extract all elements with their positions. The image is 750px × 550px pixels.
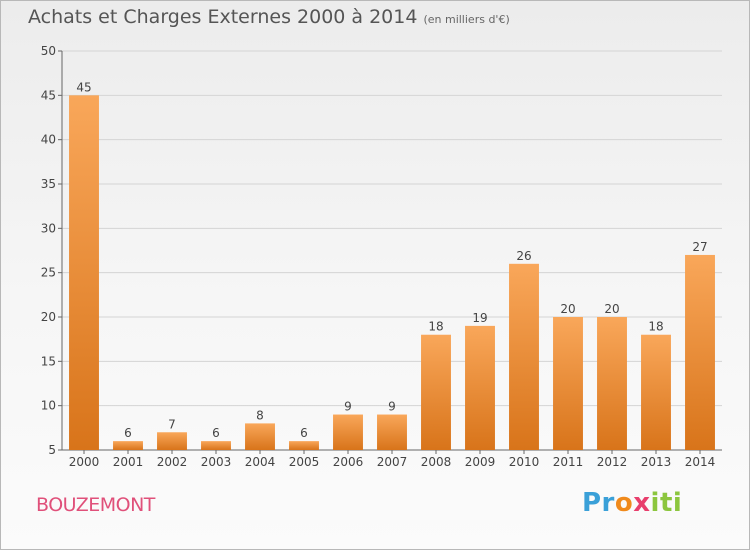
- y-tick-label: 10: [41, 399, 56, 413]
- x-tick-label: 2012: [597, 455, 628, 469]
- bar: [685, 254, 715, 450]
- x-tick-label: 2008: [421, 455, 452, 469]
- x-tick-label: 2006: [333, 455, 364, 469]
- bar: [113, 441, 143, 450]
- bar-value-label: 18: [648, 320, 663, 334]
- bar: [553, 317, 583, 450]
- labels: 5 10 15 20 25 30 35 40 45 50 45 2000 6 2001 7 2002 6 2003…: [41, 44, 716, 469]
- y-tick-label: 25: [41, 266, 56, 280]
- bar-value-label: 19: [472, 311, 487, 325]
- bar-value-label: 6: [124, 426, 132, 440]
- bar: [201, 441, 231, 450]
- y-tick-label: 20: [41, 310, 56, 324]
- logo-part-2: o: [614, 488, 634, 518]
- y-tick-label: 50: [41, 44, 56, 58]
- x-tick-label: 2005: [289, 455, 320, 469]
- bars: [69, 95, 715, 450]
- x-tick-label: 2009: [465, 455, 496, 469]
- bar-value-label: 9: [344, 400, 352, 414]
- bar-value-label: 6: [212, 426, 220, 440]
- proxiti-logo: Proxiti: [582, 488, 682, 518]
- x-tick-label: 2011: [553, 455, 584, 469]
- bar: [597, 317, 627, 450]
- y-tick-label: 35: [41, 177, 56, 191]
- bar-value-label: 6: [300, 426, 308, 440]
- y-tick-label: 15: [41, 354, 56, 368]
- bar: [377, 414, 407, 450]
- bar: [421, 334, 451, 450]
- logo-part-3: x: [633, 488, 651, 518]
- bar-value-label: 8: [256, 408, 264, 422]
- bar: [157, 432, 187, 450]
- y-tick-label: 30: [41, 221, 56, 235]
- bar: [69, 95, 99, 450]
- x-tick-label: 2000: [69, 455, 100, 469]
- bar-value-label: 20: [560, 302, 575, 316]
- bar-value-label: 7: [168, 417, 176, 431]
- logo-part-1: Pr: [582, 488, 615, 518]
- x-tick-label: 2014: [685, 455, 716, 469]
- y-tick-label: 5: [48, 443, 56, 457]
- bar-value-label: 9: [388, 400, 396, 414]
- x-tick-label: 2002: [157, 455, 188, 469]
- x-tick-label: 2003: [201, 455, 232, 469]
- logo-part-4: iti: [650, 488, 683, 518]
- chart-unit-note: (en milliers d'€): [423, 13, 510, 26]
- bar-value-label: 26: [516, 249, 531, 263]
- bar: [289, 441, 319, 450]
- chart-title-text: Achats et Charges Externes 2000 à 2014: [28, 6, 418, 28]
- bar-value-label: 27: [692, 240, 707, 254]
- bar-value-label: 20: [604, 302, 619, 316]
- bar: [333, 414, 363, 450]
- x-tick-label: 2007: [377, 455, 408, 469]
- x-tick-label: 2013: [641, 455, 672, 469]
- bar: [509, 263, 539, 450]
- y-tick-label: 45: [41, 88, 56, 102]
- x-tick-label: 2004: [245, 455, 276, 469]
- x-tick-label: 2001: [113, 455, 144, 469]
- chart-title: Achats et Charges Externes 2000 à 2014 (e…: [28, 6, 510, 28]
- commune-name: BOUZEMONT: [36, 494, 155, 516]
- y-tick-label: 40: [41, 133, 56, 147]
- x-tick-label: 2010: [509, 455, 540, 469]
- bar: [641, 334, 671, 450]
- bar: [245, 423, 275, 450]
- bar-value-label: 45: [76, 80, 91, 94]
- grid-lines: [62, 50, 722, 407]
- bar: [465, 325, 495, 450]
- bar-value-label: 18: [428, 320, 443, 334]
